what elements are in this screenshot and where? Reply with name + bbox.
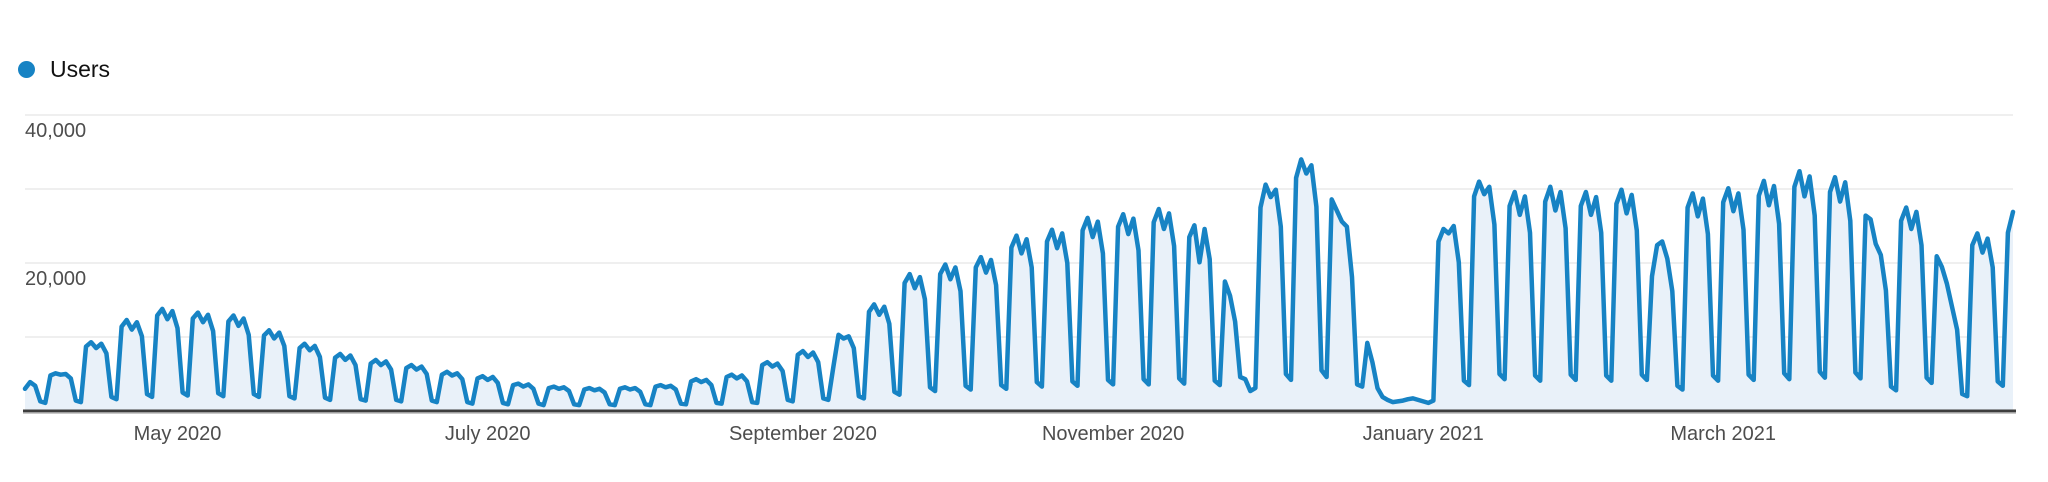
- x-axis-label: July 2020: [444, 423, 531, 445]
- users-area-fill: [25, 159, 2013, 411]
- x-axis-label: March 2021: [1670, 423, 1776, 445]
- y-axis-label: 20,000: [25, 268, 87, 290]
- users-line: [22, 157, 2016, 408]
- x-axis-label: May 2020: [133, 423, 222, 445]
- x-axis-label: September 2020: [728, 423, 877, 445]
- users-series-dot-icon: [18, 61, 35, 78]
- legend: Users: [18, 58, 110, 81]
- x-axis-label: November 2020: [1041, 423, 1185, 445]
- x-axis-label: January 2021: [1362, 423, 1484, 445]
- y-axis-label: 40,000: [25, 120, 87, 142]
- legend-label: Users: [50, 56, 111, 82]
- chart-hover-area[interactable]: [25, 90, 2014, 412]
